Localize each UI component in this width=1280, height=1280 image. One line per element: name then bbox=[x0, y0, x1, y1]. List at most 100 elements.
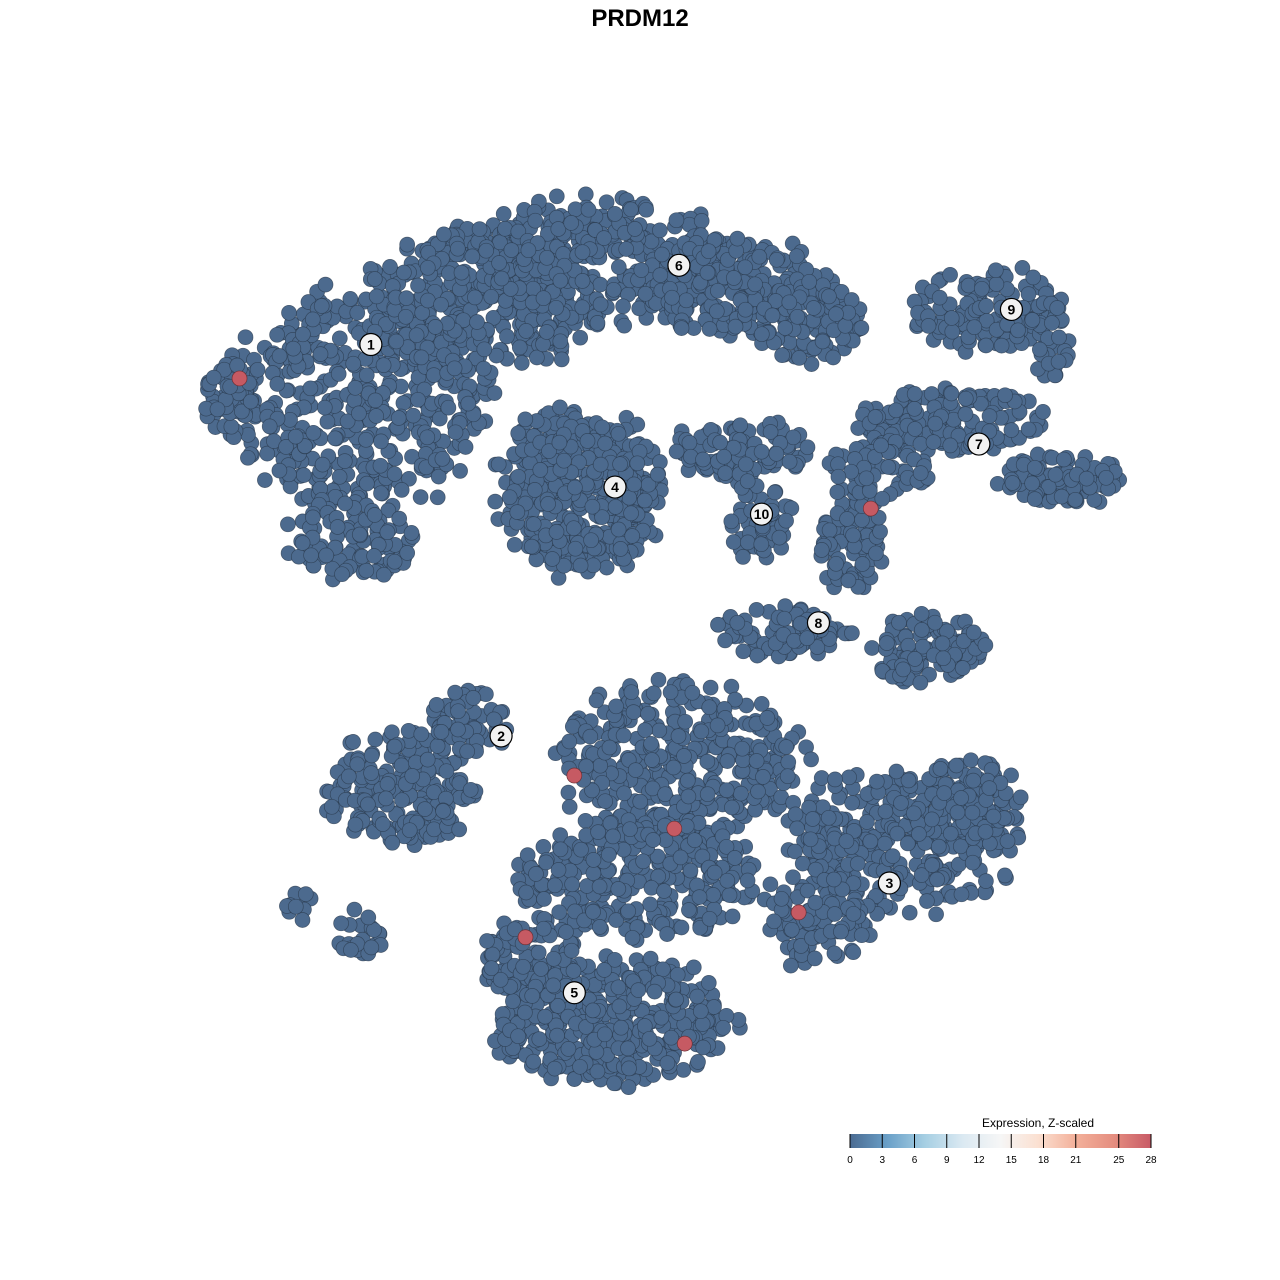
cell-point bbox=[396, 264, 412, 281]
cell-point bbox=[762, 876, 779, 893]
cell-point bbox=[351, 405, 367, 422]
cell-point bbox=[610, 881, 627, 897]
cell-point bbox=[953, 790, 969, 806]
cell-point bbox=[613, 1019, 629, 1036]
cell-point bbox=[294, 535, 311, 551]
cell-point bbox=[525, 516, 542, 532]
cell-point bbox=[561, 799, 578, 815]
cell-point bbox=[449, 240, 466, 257]
cell-point bbox=[830, 468, 847, 485]
cell-point bbox=[839, 511, 855, 527]
cell-point bbox=[565, 963, 582, 979]
cell-point bbox=[710, 616, 726, 633]
cell-point bbox=[692, 1003, 709, 1020]
cell-point bbox=[610, 979, 627, 996]
cell-point bbox=[750, 783, 766, 800]
cell-point bbox=[404, 768, 421, 784]
cell-point bbox=[656, 883, 672, 899]
cell-point bbox=[678, 292, 695, 309]
cell-point bbox=[367, 392, 384, 409]
cell-point bbox=[314, 456, 331, 473]
cell-point bbox=[931, 289, 948, 306]
cell-point bbox=[936, 785, 953, 801]
cell-point bbox=[419, 429, 436, 446]
cell-point bbox=[529, 349, 545, 366]
cell-point bbox=[399, 236, 416, 253]
cell-point bbox=[838, 833, 855, 850]
cell-point bbox=[977, 637, 994, 654]
cell-point bbox=[787, 806, 804, 823]
cell-point bbox=[640, 705, 656, 722]
cell-point bbox=[695, 451, 711, 468]
cell-point bbox=[686, 832, 703, 849]
cell-point bbox=[964, 854, 981, 871]
cell-point bbox=[925, 434, 942, 450]
cell-point bbox=[379, 776, 396, 792]
cell-point bbox=[1053, 488, 1070, 505]
cell-point bbox=[665, 759, 682, 776]
cell-point bbox=[450, 703, 466, 720]
cell-point bbox=[737, 259, 753, 276]
cell-point bbox=[700, 975, 717, 991]
cell-point bbox=[528, 866, 544, 882]
cell-point bbox=[840, 572, 857, 589]
cell-point bbox=[827, 771, 843, 788]
cell-point bbox=[716, 448, 732, 465]
cell-point bbox=[637, 722, 653, 738]
cell-point bbox=[601, 739, 618, 756]
cell-point bbox=[776, 610, 793, 627]
cell-point bbox=[739, 872, 756, 889]
cell-point bbox=[428, 696, 445, 713]
cell-point bbox=[556, 452, 572, 469]
cell-point bbox=[403, 525, 420, 541]
cell-point bbox=[431, 410, 448, 427]
cell-point bbox=[652, 222, 668, 239]
cell-point bbox=[626, 476, 642, 493]
cell-point bbox=[653, 1009, 670, 1026]
cell-point bbox=[988, 276, 1005, 292]
cell-point bbox=[374, 816, 391, 832]
cell-point bbox=[906, 400, 923, 417]
cell-point bbox=[624, 929, 641, 946]
cell-point bbox=[388, 333, 405, 350]
cell-point bbox=[928, 906, 944, 923]
cell-point bbox=[618, 241, 635, 257]
cell-point bbox=[912, 674, 929, 691]
cell-point bbox=[739, 534, 756, 551]
cell-point bbox=[680, 788, 697, 805]
points-layer bbox=[198, 186, 1128, 1096]
cell-point bbox=[532, 462, 549, 478]
cell-point bbox=[367, 731, 384, 748]
cell-point bbox=[1012, 789, 1029, 806]
cell-point bbox=[780, 754, 797, 770]
cell-point bbox=[825, 349, 842, 366]
cell-point bbox=[1031, 341, 1048, 358]
cell-point bbox=[435, 226, 452, 243]
cell-point bbox=[813, 542, 830, 558]
cell-point bbox=[386, 553, 403, 570]
cell-point bbox=[768, 445, 785, 462]
cell-point bbox=[849, 855, 866, 872]
cell-point bbox=[596, 962, 613, 978]
cell-point bbox=[501, 489, 518, 506]
cell-point bbox=[924, 857, 940, 873]
cell-point bbox=[805, 300, 822, 316]
cell-point bbox=[785, 429, 802, 446]
cell-point bbox=[526, 482, 543, 498]
cell-point bbox=[676, 748, 692, 764]
cell-point bbox=[723, 678, 740, 695]
cell-point bbox=[373, 433, 389, 450]
cell-point bbox=[828, 555, 844, 572]
cell-point bbox=[888, 402, 904, 419]
cell-point bbox=[330, 366, 347, 382]
cell-point bbox=[779, 768, 796, 785]
cell-point bbox=[641, 1030, 658, 1047]
cell-point bbox=[981, 408, 998, 424]
cell-point bbox=[574, 299, 591, 316]
cell-point bbox=[347, 816, 364, 833]
cell-point bbox=[862, 833, 879, 850]
cell-point bbox=[677, 713, 694, 730]
cell-point bbox=[535, 920, 552, 937]
cell-point bbox=[709, 282, 726, 299]
cell-point bbox=[499, 328, 515, 345]
